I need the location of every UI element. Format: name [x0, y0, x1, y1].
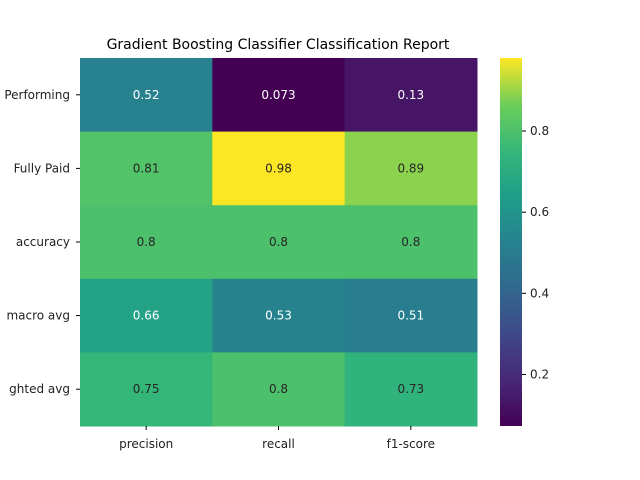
cell-value-label: 0.75: [133, 382, 160, 396]
cell-value-label: 0.73: [397, 382, 424, 396]
cell-value-label: 0.98: [265, 161, 292, 175]
y-tick-label: accuracy: [16, 235, 70, 249]
cell-value-label: 0.8: [269, 382, 288, 396]
heatmap-cell: [80, 278, 213, 353]
heatmap-cell: [344, 278, 478, 353]
cell-value-label: 0.13: [397, 88, 424, 102]
heatmap-cell: [212, 352, 346, 427]
x-axis: precision recall f1-score: [119, 426, 435, 451]
cell-value-label: 0.52: [133, 88, 160, 102]
heatmap-cell: [344, 131, 478, 206]
cell-value-label: 0.8: [137, 235, 156, 249]
colorbar-tick-label: 0.4: [530, 286, 549, 300]
cell-value-label: 0.66: [133, 309, 160, 323]
heatmap-cell: [80, 352, 213, 427]
heatmap-cell: [344, 58, 478, 133]
heatmap-cells: [80, 58, 478, 427]
heatmap-cell: [80, 131, 213, 206]
cell-value-label: 0.51: [397, 309, 424, 323]
cell-value-label: 0.073: [261, 88, 295, 102]
colorbar-tick-label: 0.8: [530, 124, 549, 138]
colorbar-gradient: [500, 58, 522, 426]
colorbar: 0.2 0.4 0.6 0.8: [500, 58, 549, 426]
heatmap-cell: [80, 205, 213, 280]
heatmap-cell: [212, 278, 346, 353]
x-tick-label: precision: [119, 437, 173, 451]
x-tick-label: recall: [262, 437, 295, 451]
x-tick-label: f1-score: [387, 437, 435, 451]
heatmap-cell: [212, 205, 346, 280]
cell-value-label: 0.8: [269, 235, 288, 249]
colorbar-tick-label: 0.6: [530, 205, 549, 219]
y-tick-label: macro avg: [6, 309, 70, 323]
cell-value-label: 0.53: [265, 309, 292, 323]
heatmap-cell: [212, 58, 346, 133]
colorbar-tick-label: 0.2: [530, 367, 549, 381]
y-tick-label: Fully Paid: [14, 161, 70, 175]
cell-value-label: 0.81: [133, 161, 160, 175]
y-tick-label: Performing: [4, 88, 70, 102]
heatmap-cell: [80, 58, 213, 133]
y-axis: Performing Fully Paid accuracy macro avg ght…: [4, 88, 80, 396]
chart-title: Gradient Boosting Classifier Classificat…: [107, 37, 450, 53]
cell-value-label: 0.8: [401, 235, 420, 249]
y-tick-label: ghted avg: [9, 382, 70, 396]
heatmap-cell: [344, 352, 478, 427]
heatmap-cell: [212, 131, 346, 206]
heatmap-cell: [344, 205, 478, 280]
cell-annotations: 0.52 0.073 0.13 0.81 0.98 0.89 0.8 0.8 0.8 0.66 0.…: [133, 88, 424, 396]
cell-value-label: 0.89: [397, 161, 424, 175]
